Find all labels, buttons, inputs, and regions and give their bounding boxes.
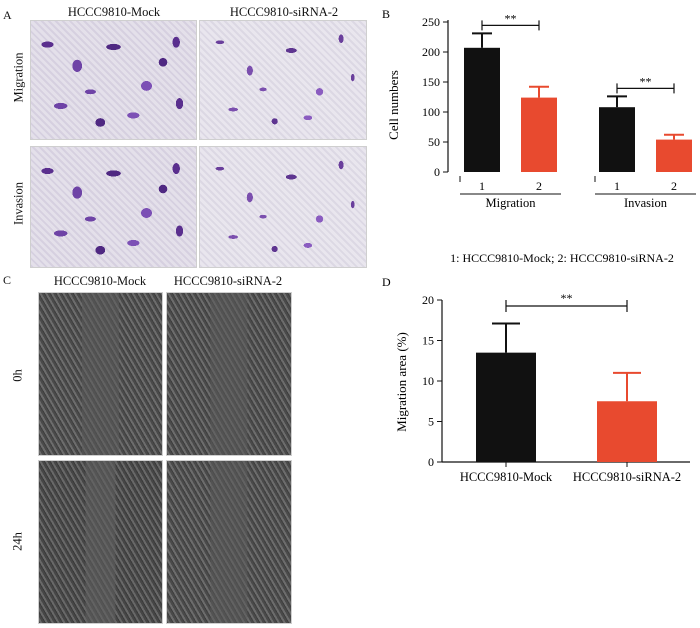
chart-b-y-tick-label: 150 xyxy=(422,75,440,89)
chart-b-y-tick-label: 200 xyxy=(422,45,440,59)
chart-b-bar-label: 2 xyxy=(536,179,542,193)
chart-b-y-tick-label: 50 xyxy=(428,135,440,149)
micrograph-invasion-sirna xyxy=(199,146,367,268)
chart-d-sig-label: ** xyxy=(561,291,573,305)
chart-d-x-tick-label: HCCC9810-siRNA-2 xyxy=(573,470,681,484)
chart-b-significance: ** ** xyxy=(481,11,675,94)
chart-b-bar xyxy=(521,97,557,172)
panel-c-row-label-0h: 0h xyxy=(10,369,25,382)
chart-d-y-tick-label: 5 xyxy=(428,415,434,429)
chart-b-y-tick-label: 250 xyxy=(422,15,440,29)
chart-b-group-label: Invasion xyxy=(624,196,668,210)
chart-b-bars xyxy=(464,32,692,172)
chart-b-footnote: 1: HCCC9810-Mock; 2: HCCC9810-siRNA-2 xyxy=(450,251,674,265)
chart-d-significance: ** xyxy=(505,291,628,312)
micrograph-invasion-mock xyxy=(30,146,197,268)
panel-a-col-title-sirna: HCCC9810-siRNA-2 xyxy=(229,5,339,19)
chart-b-bar-label: 2 xyxy=(671,179,677,193)
chart-b-ylabel: Cell numbers xyxy=(386,70,401,140)
chart-b-bar xyxy=(656,139,692,172)
chart-d-bar xyxy=(476,352,536,462)
panel-c-col-title-mock: HCCC9810-Mock xyxy=(53,274,147,288)
chart-b-group-label: Migration xyxy=(486,196,537,210)
panel-a-row-label-migration: Migration xyxy=(11,52,26,103)
chart-d-x-tick-label: HCCC9810-Mock xyxy=(460,470,553,484)
chart-d-bar xyxy=(597,401,657,462)
panel-a-col-title-mock: HCCC9810-Mock xyxy=(67,5,161,19)
chart-d-y-tick-label: 15 xyxy=(422,334,434,348)
chart-d: D Migration area (%) 0 5 10 15 20 ** HCCC981… xyxy=(382,275,690,484)
chart-d-x-labels: HCCC9810-Mock HCCC9810-siRNA-2 xyxy=(460,462,681,484)
panel-a-row-label-invasion: Invasion xyxy=(11,181,26,226)
chart-d-bars xyxy=(476,322,657,462)
chart-d-ylabel: Migration area (%) xyxy=(394,332,409,432)
panel-c-col-title-sirna: HCCC9810-siRNA-2 xyxy=(173,274,283,288)
panel-c-row-label-24h: 24h xyxy=(10,532,25,551)
panel-d-letter: D xyxy=(382,275,391,289)
micrograph-0h-sirna xyxy=(166,292,292,456)
panel-c-letter: C xyxy=(3,273,12,287)
micrograph-migration-sirna xyxy=(199,20,367,140)
chart-b-bar-label: 1 xyxy=(614,179,620,193)
chart-d-y-tick-label: 20 xyxy=(422,293,434,307)
chart-b-y-tick-label: 0 xyxy=(434,165,440,179)
panel-b-letter: B xyxy=(382,7,390,21)
chart-d-y-tick-label: 0 xyxy=(428,455,434,469)
chart-b-sig-label: ** xyxy=(505,11,517,25)
chart-b-axes: 0 50 100 150 200 250 xyxy=(422,15,449,179)
chart-b-bar xyxy=(599,107,635,172)
micrograph-migration-mock xyxy=(30,20,197,140)
micrograph-0h-mock xyxy=(38,292,163,456)
chart-d-y-tick-label: 10 xyxy=(422,374,434,388)
chart-b-bar-label: 1 xyxy=(479,179,485,193)
panel-a-letter: A xyxy=(3,8,12,22)
chart-b-bar xyxy=(464,47,500,172)
chart-b-sig-label: ** xyxy=(640,74,652,88)
chart-b: B Cell numbers 0 50 100 150 200 250 ** ** 1 2 Mi… xyxy=(382,7,696,265)
micrograph-24h-sirna xyxy=(166,460,292,624)
micrograph-24h-mock xyxy=(38,460,163,624)
chart-b-y-tick-label: 100 xyxy=(422,105,440,119)
